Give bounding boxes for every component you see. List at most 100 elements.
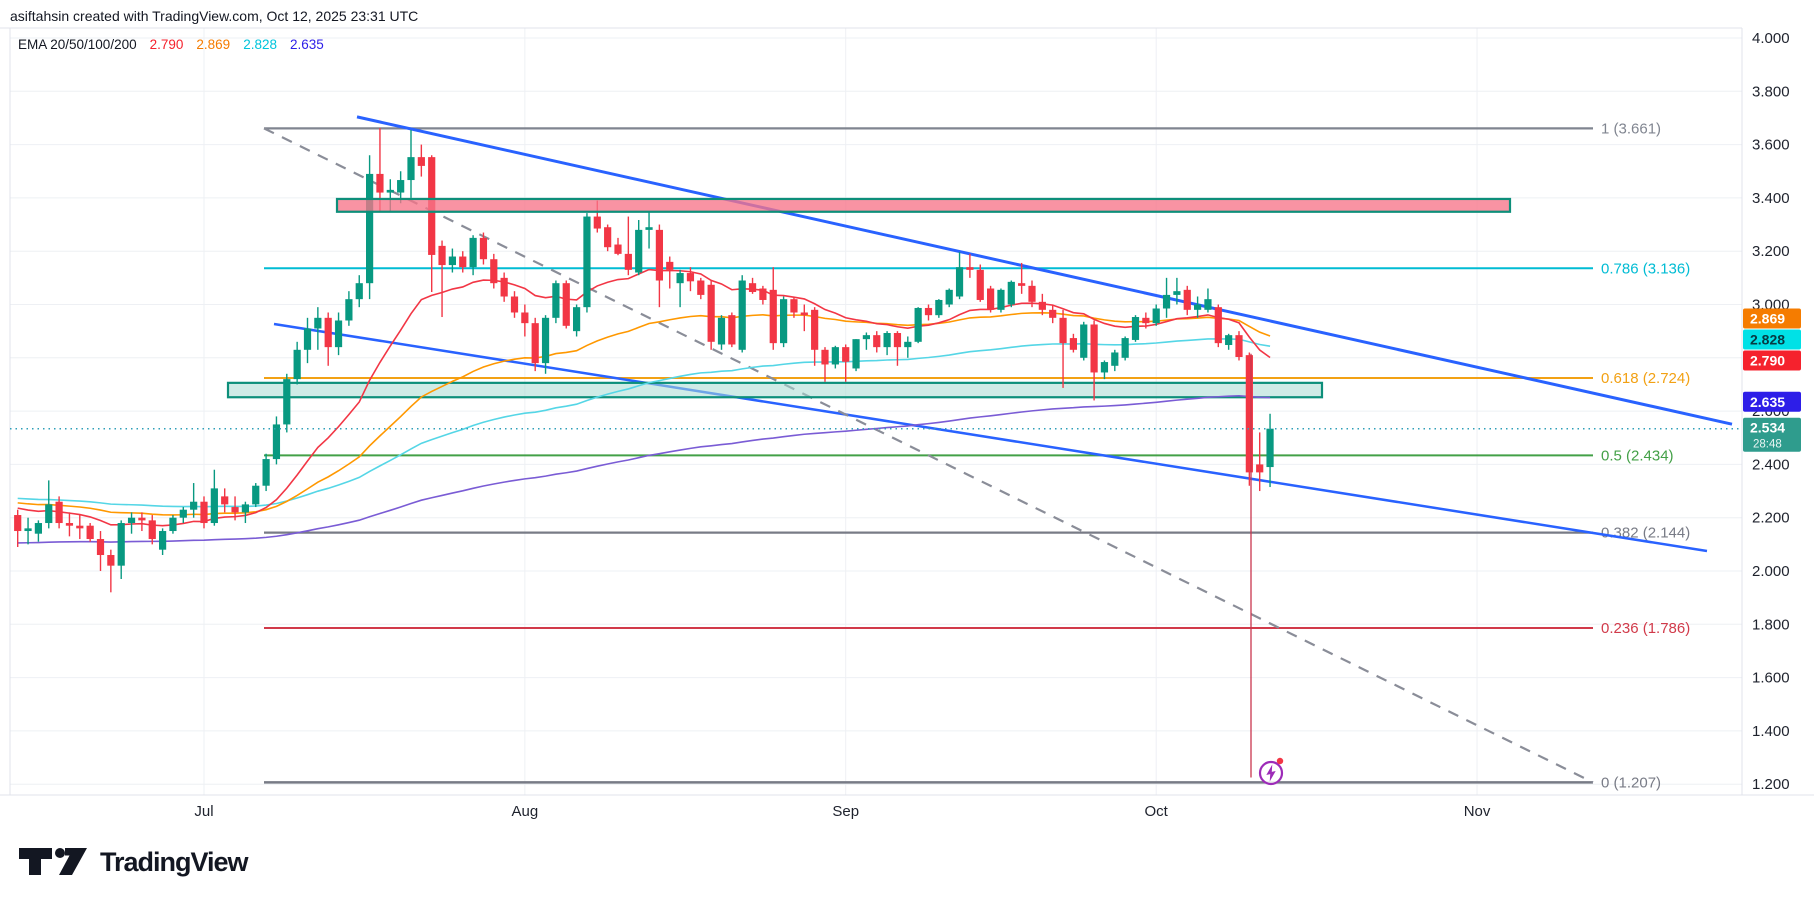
ema-100-price-label: 2.828 — [1743, 329, 1801, 350]
candle-body — [966, 267, 974, 270]
price-tick-label: 1.600 — [1752, 670, 1790, 687]
price-tick-label: 3.600 — [1752, 137, 1790, 154]
candle-body — [852, 339, 860, 369]
fib-label-0.382: 0.382 (2.144) — [1601, 525, 1690, 542]
candle-body — [531, 323, 539, 364]
candle-body — [686, 273, 695, 282]
candle-body — [1194, 304, 1202, 310]
candle-body — [883, 333, 891, 348]
candle-body — [210, 488, 218, 524]
flash-event-icon[interactable] — [1258, 757, 1284, 786]
indicator-legend-label[interactable]: EMA 20/50/100/200 — [18, 37, 137, 52]
candle-body — [45, 504, 53, 524]
candle-body — [697, 280, 705, 295]
candle-body — [272, 424, 281, 460]
candle-body — [169, 517, 177, 532]
candle-body — [252, 485, 260, 505]
candle-body — [635, 229, 643, 273]
candle-body — [366, 173, 374, 284]
fib-retracement[interactable]: 1 (3.661) 0.786 (3.136) 0.618 (2.724) 0.5 (… — [264, 120, 1690, 791]
candle-body — [1235, 335, 1243, 358]
candle-body — [1018, 283, 1026, 286]
candle-body — [935, 299, 943, 316]
candle-body — [241, 504, 249, 513]
candle-body — [645, 227, 653, 230]
candle-body — [955, 267, 964, 297]
time-axis[interactable]: Jul Aug Sep Oct Nov — [194, 803, 1490, 820]
candle-body — [831, 347, 839, 365]
candle-body — [293, 349, 301, 380]
ema-100-legend-value: 2.828 — [243, 37, 277, 52]
candle-body — [190, 501, 198, 510]
candle-body — [769, 289, 777, 344]
tradingview-branding[interactable]: TradingView — [18, 842, 249, 882]
candle-body — [1142, 317, 1150, 324]
candle-body — [842, 347, 850, 362]
supply-zone-box[interactable] — [335, 197, 1512, 213]
candle-countdown: 28:48 — [1753, 439, 1782, 451]
candle-body — [1173, 291, 1181, 295]
candle-body — [800, 312, 808, 316]
month-label-jul: Jul — [194, 803, 213, 820]
candle-body — [655, 229, 663, 281]
candle-body — [231, 507, 239, 513]
candle-body — [811, 309, 819, 350]
candle-body — [417, 157, 425, 166]
candle-body — [945, 289, 953, 305]
ema-lines — [17, 268, 1271, 544]
ema-20-line[interactable] — [17, 268, 1271, 527]
candle-body — [376, 173, 384, 193]
axis-price-labels: 2.869 2.828 2.790 2.635 2.534 28:48 — [1743, 308, 1801, 452]
candle-body — [873, 335, 881, 348]
descending-trendline-lower[interactable] — [273, 322, 1708, 553]
alert-dot — [1276, 757, 1284, 765]
ema-50-legend-value: 2.869 — [196, 37, 231, 52]
lightning-bolt-icon — [1266, 764, 1276, 782]
price-tick-label: 1.200 — [1752, 776, 1790, 793]
candle-body — [334, 320, 343, 348]
candle-body — [200, 501, 208, 524]
candle-body — [1131, 317, 1140, 340]
candle-body — [676, 273, 684, 284]
candle-body — [1245, 355, 1253, 473]
candle-body — [1069, 338, 1077, 350]
ema-200-line[interactable] — [17, 394, 1271, 544]
candle-body — [997, 289, 1005, 310]
svg-text:2.828: 2.828 — [1750, 331, 1785, 347]
ema-50-line[interactable] — [17, 312, 1271, 516]
candle-body — [386, 189, 394, 193]
candle-body — [976, 269, 984, 300]
month-label-sep: Sep — [832, 803, 859, 820]
candle-body — [728, 315, 736, 345]
pane-borders — [0, 27, 1814, 796]
fib-base-dashed-line[interactable] — [263, 127, 1594, 784]
candle-body — [583, 216, 591, 308]
candle-body — [283, 379, 291, 425]
svg-text:2.635: 2.635 — [1750, 394, 1785, 410]
trendlines[interactable] — [263, 115, 1733, 784]
candle-body — [76, 525, 84, 529]
candle-body — [1225, 335, 1233, 346]
chart-attribution: asiftahsin created with TradingView.com,… — [10, 8, 419, 24]
candle-body — [717, 317, 726, 345]
candle-body — [1090, 324, 1098, 373]
indicator-legend[interactable]: EMA 20/50/100/200 2.790 2.869 2.828 2.635 — [18, 37, 324, 52]
candle-body — [510, 296, 519, 313]
fib-label-0.5: 0.5 (2.434) — [1601, 447, 1674, 464]
candle-body — [893, 333, 902, 348]
ema-100-line[interactable] — [17, 338, 1271, 508]
fib-label-0.786: 0.786 (3.136) — [1601, 260, 1690, 277]
demand-zone-box[interactable] — [226, 381, 1324, 399]
candles[interactable] — [14, 128, 1274, 593]
candle-body — [96, 539, 105, 556]
candle-body — [262, 459, 270, 486]
candle-body — [1080, 324, 1088, 358]
candle-body — [24, 528, 32, 532]
candle-body — [107, 555, 115, 566]
candle-body — [1183, 289, 1191, 310]
candle-body — [1038, 301, 1046, 310]
descending-trendline-upper[interactable] — [356, 115, 1733, 426]
candle-body — [407, 157, 415, 181]
candle-body — [138, 517, 146, 521]
